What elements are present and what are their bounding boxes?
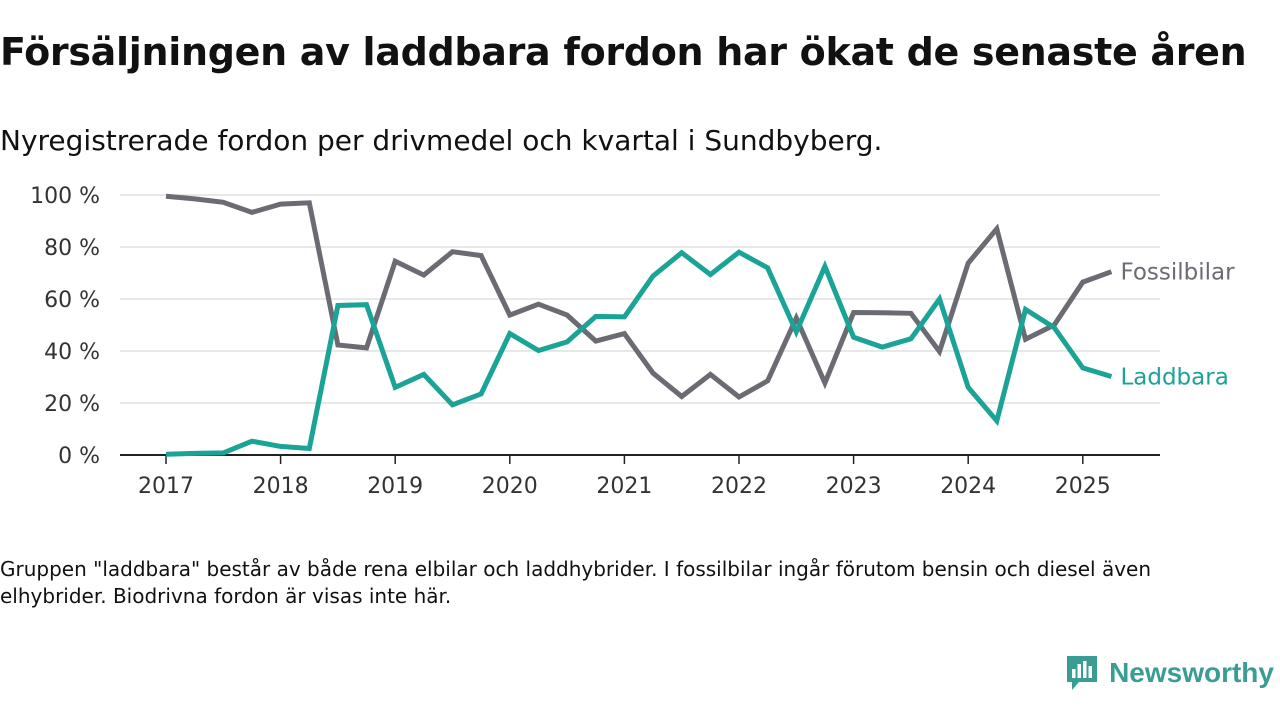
series-labels: Fossilbilar Laddbara <box>1120 260 1235 391</box>
y-axis-tick-labels: 0 % 20 % 40 % 60 % 80 % 100 % <box>30 184 100 469</box>
footnote: Gruppen "laddbara" består av både rena e… <box>0 557 1152 608</box>
x-tick-label: 2018 <box>253 474 309 499</box>
x-tick-label: 2019 <box>367 474 423 499</box>
x-tick-label: 2023 <box>826 474 882 499</box>
brand-name: Newsworthy <box>1109 657 1274 688</box>
x-tick-label: 2017 <box>138 474 194 499</box>
x-axis <box>120 454 1160 464</box>
line-chart: 0 % 20 % 40 % 60 % 80 % 100 % 2017 2018 2019 202… <box>30 184 1235 499</box>
y-tick-label: 100 % <box>30 184 100 209</box>
series-lines <box>165 193 1113 457</box>
x-tick-label: 2024 <box>940 474 996 499</box>
y-tick-label: 60 % <box>44 288 100 313</box>
y-tick-label: 20 % <box>44 392 100 417</box>
series-line-laddbara <box>165 249 1113 457</box>
chart-title: Försäljningen av laddbara fordon har öka… <box>0 30 1247 74</box>
x-tick-label: 2022 <box>711 474 767 499</box>
series-label-fossilbilar: Fossilbilar <box>1120 260 1235 286</box>
brand-logo[interactable]: Newsworthy <box>1065 654 1274 692</box>
y-tick-label: 0 % <box>58 444 100 469</box>
y-tick-label: 80 % <box>44 236 100 261</box>
x-axis-tick-labels: 2017 2018 2019 2020 2021 2022 2023 2024 2025 <box>138 474 1111 499</box>
series-line-fossilbilar <box>165 193 1113 401</box>
series-label-laddbara: Laddbara <box>1120 364 1228 390</box>
newsworthy-logo-icon <box>1067 656 1098 690</box>
x-tick-label: 2020 <box>482 474 538 499</box>
chart-subtitle: Nyregistrerade fordon per drivmedel och … <box>0 124 883 157</box>
x-tick-label: 2025 <box>1055 474 1111 499</box>
y-tick-label: 40 % <box>44 340 100 365</box>
x-tick-label: 2021 <box>596 474 652 499</box>
